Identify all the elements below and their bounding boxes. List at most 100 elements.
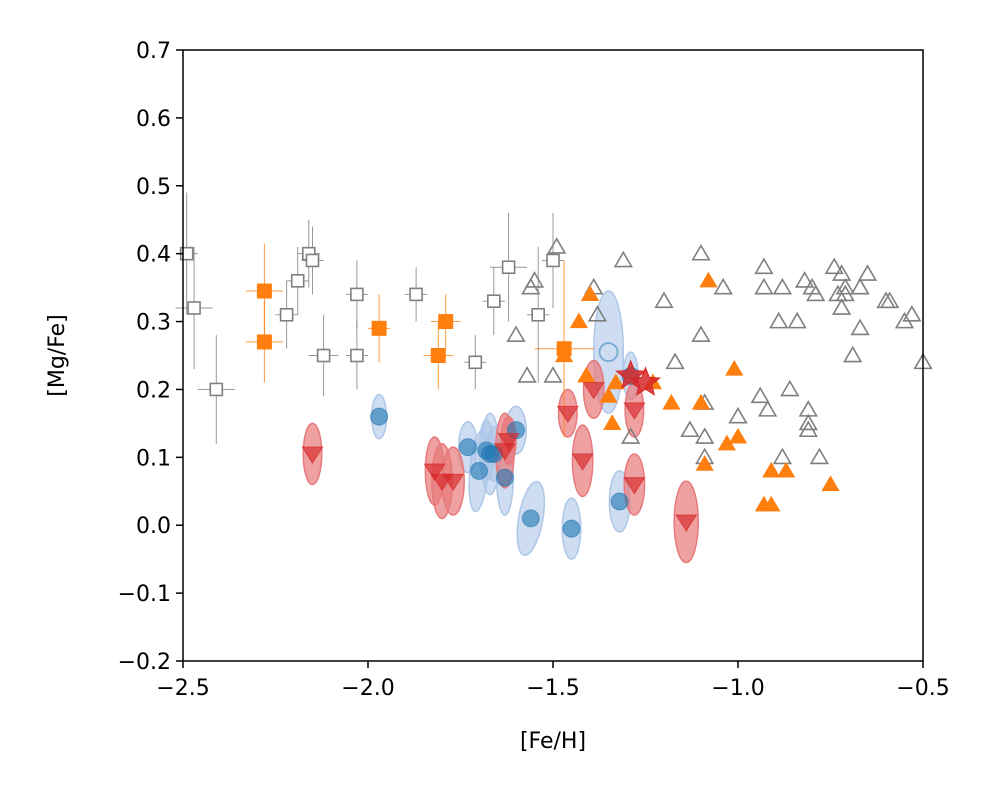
open-square-point: [350, 287, 364, 302]
open-square-point: [290, 274, 305, 288]
filled-square-point: [256, 334, 272, 350]
star-point: [629, 366, 662, 396]
error-ellipses-layer: [302, 290, 699, 564]
filled-triangle-point: [554, 346, 574, 363]
filled-square-point: [438, 314, 454, 330]
down-triangle-point: [301, 446, 324, 465]
filled-triangle-point: [725, 359, 744, 376]
markers-layer: [179, 237, 933, 538]
open-triangle-point: [857, 264, 878, 281]
open-triangle-point: [880, 291, 900, 309]
filled-triangle-point: [728, 427, 748, 444]
filled-square-point: [256, 283, 272, 299]
open-triangle-point: [772, 447, 793, 465]
circle-point: [495, 468, 514, 487]
open-square-point: [316, 348, 331, 363]
open-triangle-point: [654, 291, 674, 309]
open-triangle-point: [831, 264, 852, 281]
open-triangle-point: [754, 257, 774, 275]
open-triangle-point: [769, 311, 789, 329]
open-triangle-point: [543, 366, 563, 383]
y-tick-label: 0.2: [136, 378, 171, 403]
open-triangle-point: [850, 318, 870, 336]
open-triangle-point: [824, 257, 844, 275]
open-triangle-point: [547, 237, 567, 254]
filled-triangle-point: [569, 312, 589, 329]
open-triangle-point: [850, 277, 870, 295]
filled-triangle-point: [762, 495, 781, 512]
y-tick-label: −0.2: [118, 650, 171, 675]
open-square-point: [409, 287, 423, 302]
circle-point: [370, 407, 389, 426]
open-triangle-point: [835, 277, 855, 295]
down-triangle-point: [623, 477, 646, 495]
circle-point: [458, 438, 477, 457]
filled-triangle-point: [695, 455, 714, 471]
open-square-point: [468, 355, 483, 370]
y-tick-label: −0.1: [118, 582, 171, 607]
open-square-point: [546, 253, 560, 268]
y-axis-label: [Mg/Fe]: [45, 314, 70, 397]
open-triangle-point: [587, 305, 608, 322]
open-square-point: [350, 348, 364, 363]
down-triangle-point: [441, 473, 465, 492]
y-tick-label: 0.5: [136, 175, 171, 200]
open-triangle-point: [843, 345, 863, 363]
open-triangle-point: [750, 386, 770, 404]
filled-triangle-point: [606, 373, 626, 390]
open-triangle-point: [809, 447, 830, 465]
filled-triangle-point: [762, 461, 781, 478]
open-square-point: [486, 294, 501, 308]
circle-point: [562, 519, 581, 538]
down-triangle-point: [423, 463, 446, 482]
open-triangle-point: [902, 305, 922, 322]
down-triangle-point: [571, 453, 594, 471]
y-tick-label: 0.4: [136, 243, 171, 268]
open-triangle-point: [691, 243, 711, 261]
filled-triangle-point: [662, 393, 681, 410]
down-triangle-point: [675, 514, 698, 532]
filled-triangle-point: [603, 414, 622, 430]
open-triangle-point: [524, 271, 545, 288]
y-tick-label: 0.0: [136, 514, 171, 539]
down-triangle-point: [497, 432, 520, 451]
x-tick-label: −0.5: [896, 676, 949, 701]
open-triangle-point: [754, 277, 774, 295]
open-triangle-point: [506, 325, 526, 343]
filled-triangle-point: [776, 461, 796, 478]
x-tick-label: −1.5: [526, 676, 579, 701]
filled-triangle-point: [577, 366, 596, 383]
open-triangle-point: [665, 352, 685, 370]
open-triangle-point: [728, 406, 748, 424]
y-tick-label: 0.3: [136, 311, 171, 336]
open-square-point: [209, 382, 224, 397]
open-square-point: [305, 253, 320, 268]
x-axis-ticks: −2.5 −2.0 −1.5 −1.0 −0.5: [156, 661, 950, 701]
open-triangle-point: [757, 400, 778, 417]
open-triangle-point: [772, 277, 793, 295]
open-triangle-point: [613, 250, 633, 268]
down-triangle-point: [582, 382, 605, 400]
open-triangle-point: [780, 379, 800, 397]
open-triangle-point: [835, 284, 855, 302]
open-triangle-point: [695, 427, 715, 444]
open-triangle-point: [794, 271, 815, 288]
y-tick-label: 0.1: [136, 446, 171, 471]
y-tick-label: 0.7: [136, 39, 171, 64]
y-tick-label: 0.6: [136, 107, 171, 132]
open-triangle-point: [831, 298, 852, 315]
down-triangle-point: [623, 402, 646, 420]
filled-triangle-point: [821, 475, 840, 492]
circle-point: [610, 492, 629, 511]
star-point: [615, 359, 647, 390]
filled-square-point: [430, 348, 446, 363]
x-tick-label: −2.0: [341, 676, 394, 701]
x-tick-label: −2.5: [156, 676, 209, 701]
open-square-point: [501, 260, 516, 275]
y-axis-ticks: −0.2 −0.1 0.0 0.1 0.2 0.3 0.4 0.5 0.6 0.7: [118, 39, 183, 675]
down-triangle-point: [556, 405, 579, 424]
open-square-point: [279, 307, 294, 322]
filled-triangle-point: [580, 285, 600, 301]
filled-triangle-point: [599, 387, 618, 403]
open-triangle-point: [621, 427, 641, 444]
